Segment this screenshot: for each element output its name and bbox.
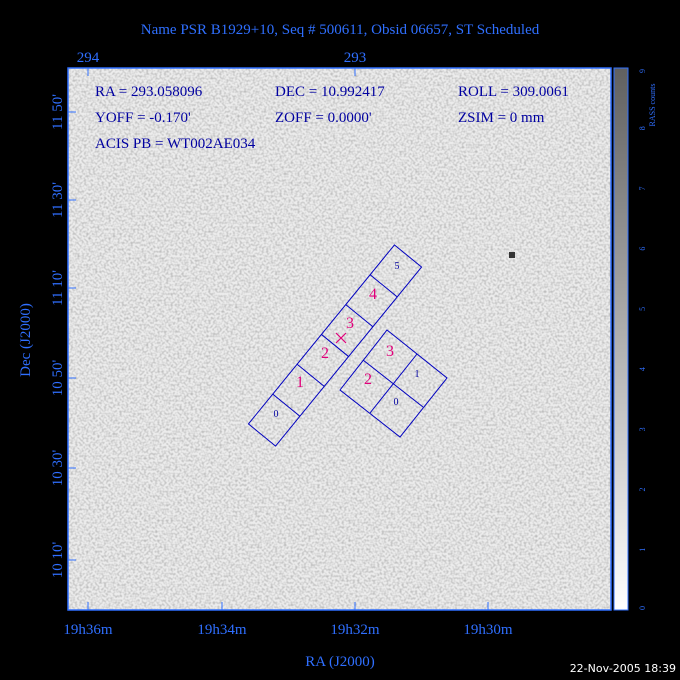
top-label: 293 [344, 50, 367, 66]
y-tick-label: 11 30' [50, 182, 66, 218]
info: YOFF = -0.170' [95, 110, 191, 126]
y-tick-label: 10 10' [50, 541, 66, 578]
source [509, 252, 515, 258]
y-tick-label: 11 50' [50, 94, 66, 130]
y-tick-label: 10 30' [50, 449, 66, 486]
chip-strip [247, 244, 423, 447]
title: Name PSR B1929+10, Seq # 500611, Obsid 0… [141, 22, 540, 38]
colorbar-label: 2 [638, 488, 647, 492]
x-tick-label: 19h32m [330, 622, 380, 638]
y-axis-title: Dec (J2000) [18, 303, 34, 377]
colorbar-label: 3 [638, 427, 647, 431]
info: ZOFF = 0.0000' [275, 110, 372, 126]
info: ROLL = 309.0061 [458, 84, 569, 100]
x-tick-label: 19h30m [463, 622, 513, 638]
chip-label: 4 [369, 286, 377, 303]
chip-label: 2 [364, 371, 372, 388]
colorbar-label: 7 [638, 186, 647, 190]
colorbar-label: 9 [638, 69, 647, 73]
aimpoint [335, 332, 347, 344]
top-label: 294 [77, 50, 100, 66]
info: ZSIM = 0 mm [458, 110, 545, 126]
colorbar-label: 1 [638, 548, 647, 552]
y-tick-label: 10 50' [50, 359, 66, 396]
chip-label: 0 [274, 409, 279, 420]
chip-label: 3 [346, 315, 354, 332]
colorbar-label: 8 [638, 126, 647, 130]
x-tick-label: 19h34m [197, 622, 247, 638]
x-tick-label: 19h36m [63, 622, 113, 638]
colorbar-label: 6 [638, 247, 647, 251]
date: 22-Nov-2005 18:39 [570, 662, 676, 675]
chip-label: 0 [394, 397, 399, 408]
chip-label: 5 [395, 261, 400, 272]
info: RA = 293.058096 [95, 84, 203, 100]
info: ACIS PB = WT002AE034 [95, 136, 256, 152]
x-axis-title: RA (J2000) [305, 654, 375, 670]
chip-label: 1 [415, 369, 420, 380]
chip-label: 2 [321, 345, 329, 362]
colorbar-label: 5 [638, 307, 647, 311]
ticks [68, 68, 489, 610]
info: DEC = 10.992417 [275, 84, 385, 100]
y-tick-label: 11 10' [50, 270, 66, 306]
colorbar-label: 0 [638, 606, 647, 610]
chip-square [339, 329, 448, 438]
colorbar [613, 67, 629, 611]
colorbar-title: RASS counts [648, 84, 657, 127]
image-frame [67, 67, 612, 611]
chip-label: 1 [296, 374, 304, 391]
colorbar-label: 4 [638, 367, 647, 371]
chip-label: 3 [386, 343, 394, 360]
